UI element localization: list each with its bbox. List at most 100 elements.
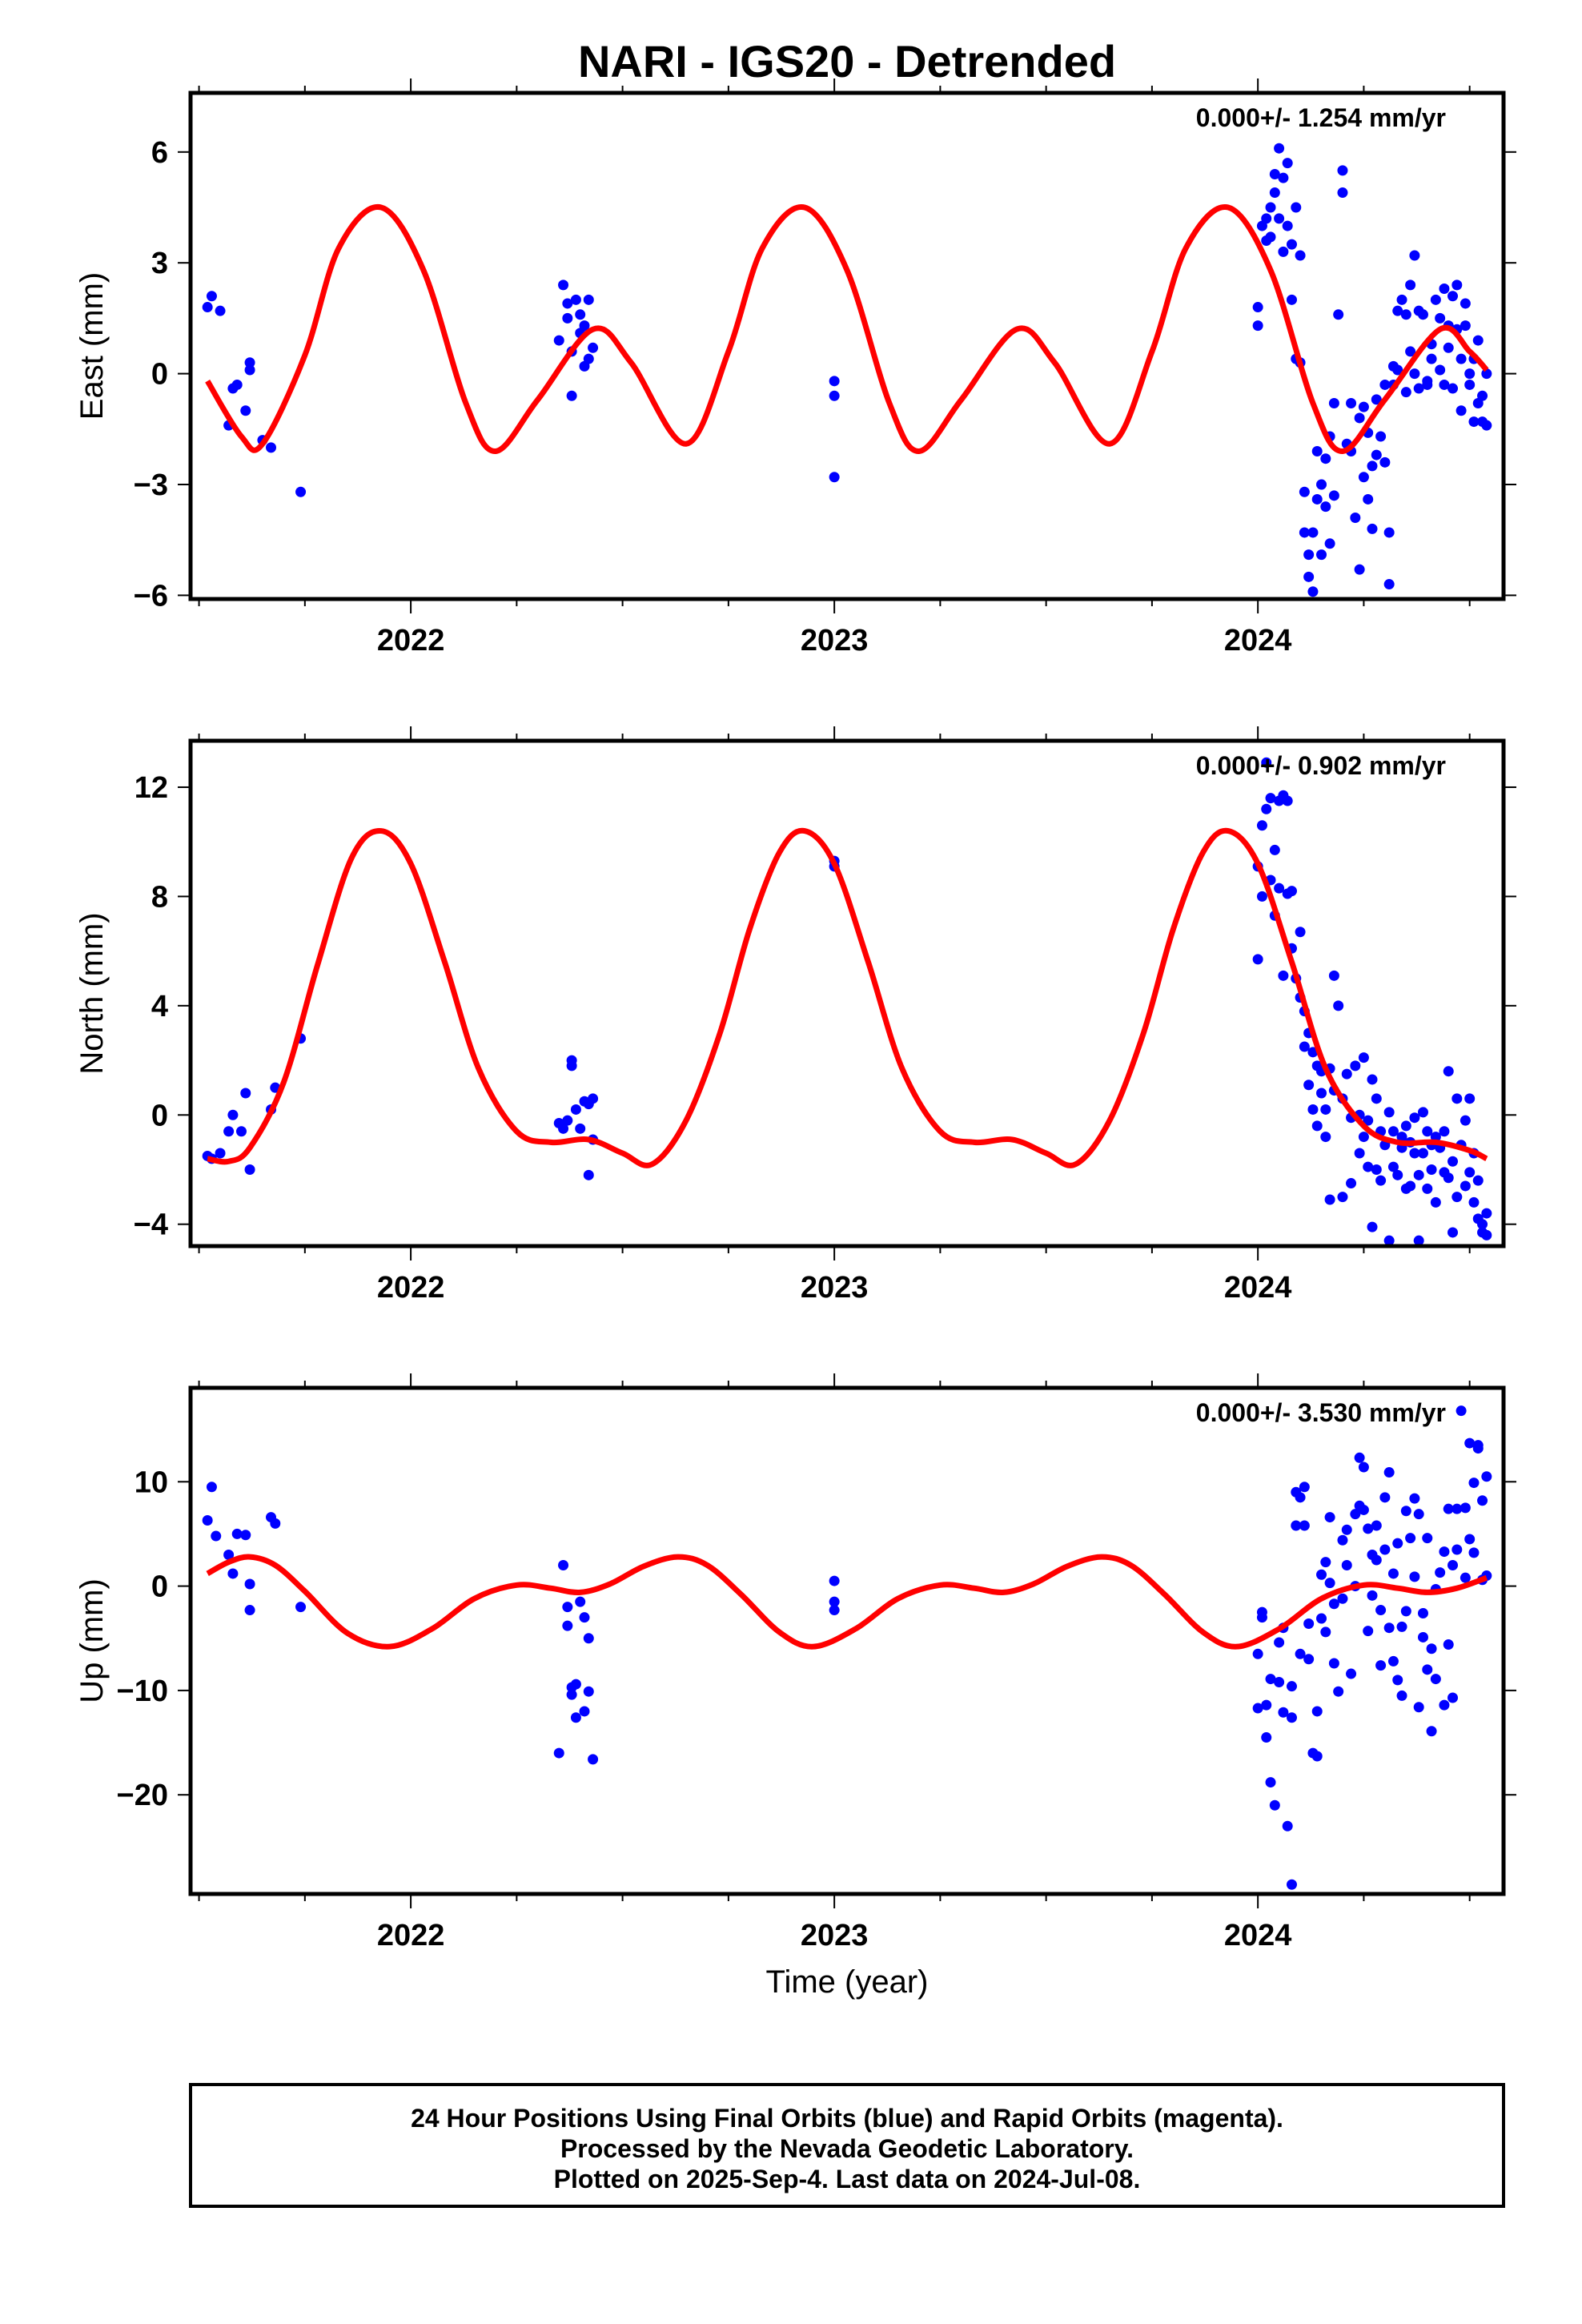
data-point [1252,1648,1263,1659]
data-point [1481,1471,1492,1482]
data-point [1286,1712,1297,1723]
data-point [1299,527,1310,538]
data-point [1337,187,1348,199]
data-point [1464,379,1476,390]
data-point [1333,1000,1344,1011]
data-point [583,353,594,364]
data-point [1460,320,1471,332]
plot-frame [188,738,1506,1248]
y-tick-label: 0 [151,358,168,392]
data-point [1354,564,1365,575]
data-point [1452,1503,1463,1514]
data-point [1354,412,1365,424]
rate-annotation: 0.000+/- 0.902 mm/yr [1196,751,1446,780]
x-tick-label: 2023 [801,1271,869,1305]
data-point [1269,1799,1280,1811]
data-point [1375,1660,1387,1671]
data-point [1371,394,1382,405]
data-point [1413,1509,1424,1520]
data-point [1472,1443,1484,1454]
data-point [1409,1112,1420,1124]
data-point [1274,883,1285,894]
data-point [1358,1462,1369,1473]
data-point [1307,1104,1319,1115]
data-point [1350,1509,1361,1520]
data-point [244,357,255,368]
data-point [1286,239,1297,250]
data-point [235,1126,247,1137]
data-point [1291,202,1302,213]
data-point [1396,1621,1407,1632]
x-tick-label: 2022 [377,1271,445,1305]
data-point [1324,1578,1335,1589]
data-point [1400,309,1411,320]
data-point [1387,1161,1399,1172]
data-point [1435,364,1446,376]
data-point [1468,1196,1480,1208]
data-point [1443,1066,1454,1077]
data-point [1358,472,1369,483]
data-point [1439,283,1450,294]
data-point [1320,1557,1331,1568]
x-tick-label: 2024 [1224,1271,1292,1305]
model-curve [205,203,1489,454]
data-point [223,1126,235,1137]
data-point [588,342,599,353]
data-point [1383,1467,1395,1478]
data-point [1456,353,1467,364]
data-point [1379,456,1391,468]
data-point [1303,549,1315,561]
data-point [1320,1104,1331,1115]
data-point [1299,1520,1310,1531]
data-point [231,379,243,390]
data-point [211,1530,222,1542]
data-point [1422,376,1433,387]
data-point [1456,1405,1467,1417]
data-point [1278,1707,1289,1718]
data-point [1291,1520,1302,1531]
data-point [1392,1538,1403,1549]
data-point [1413,1169,1424,1180]
data-point [583,1686,594,1697]
data-point [1261,1699,1272,1711]
data-point [1396,1690,1407,1701]
rate-annotation: 0.000+/- 1.254 mm/yr [1196,103,1446,132]
data-point [1278,172,1289,183]
data-point [1435,1567,1446,1578]
data-point [1350,513,1361,524]
data-point [829,1575,840,1586]
data-point [1472,1175,1484,1186]
data-point [1400,1506,1411,1517]
data-point [1346,1668,1357,1679]
data-point [1278,246,1289,257]
data-point [1252,302,1263,313]
data-point [1320,453,1331,464]
data-point [566,1055,577,1066]
data-point [1328,490,1339,501]
data-point [240,1088,251,1099]
data-point [1324,538,1335,549]
data-point [1422,1533,1433,1544]
data-point [1405,1533,1416,1544]
data-point [1358,1052,1369,1063]
data-point [575,1123,586,1134]
y-tick-label: −6 [134,579,168,613]
data-point [1341,1560,1352,1571]
data-point [1354,1452,1365,1463]
data-point [1371,1554,1382,1566]
data-point [562,1620,573,1631]
data-point [206,291,217,302]
data-point [1481,420,1492,431]
data-point [1452,1544,1463,1555]
data-point [1413,1702,1424,1713]
data-point [1481,1208,1492,1219]
data-point [1274,1637,1285,1648]
x-tick-label: 2024 [1224,1919,1292,1952]
data-point [1464,1093,1476,1104]
data-point [1447,1227,1459,1238]
data-point [575,1596,586,1607]
data-point [1295,927,1306,938]
data-point [1477,1219,1488,1230]
data-point [1468,1478,1480,1489]
